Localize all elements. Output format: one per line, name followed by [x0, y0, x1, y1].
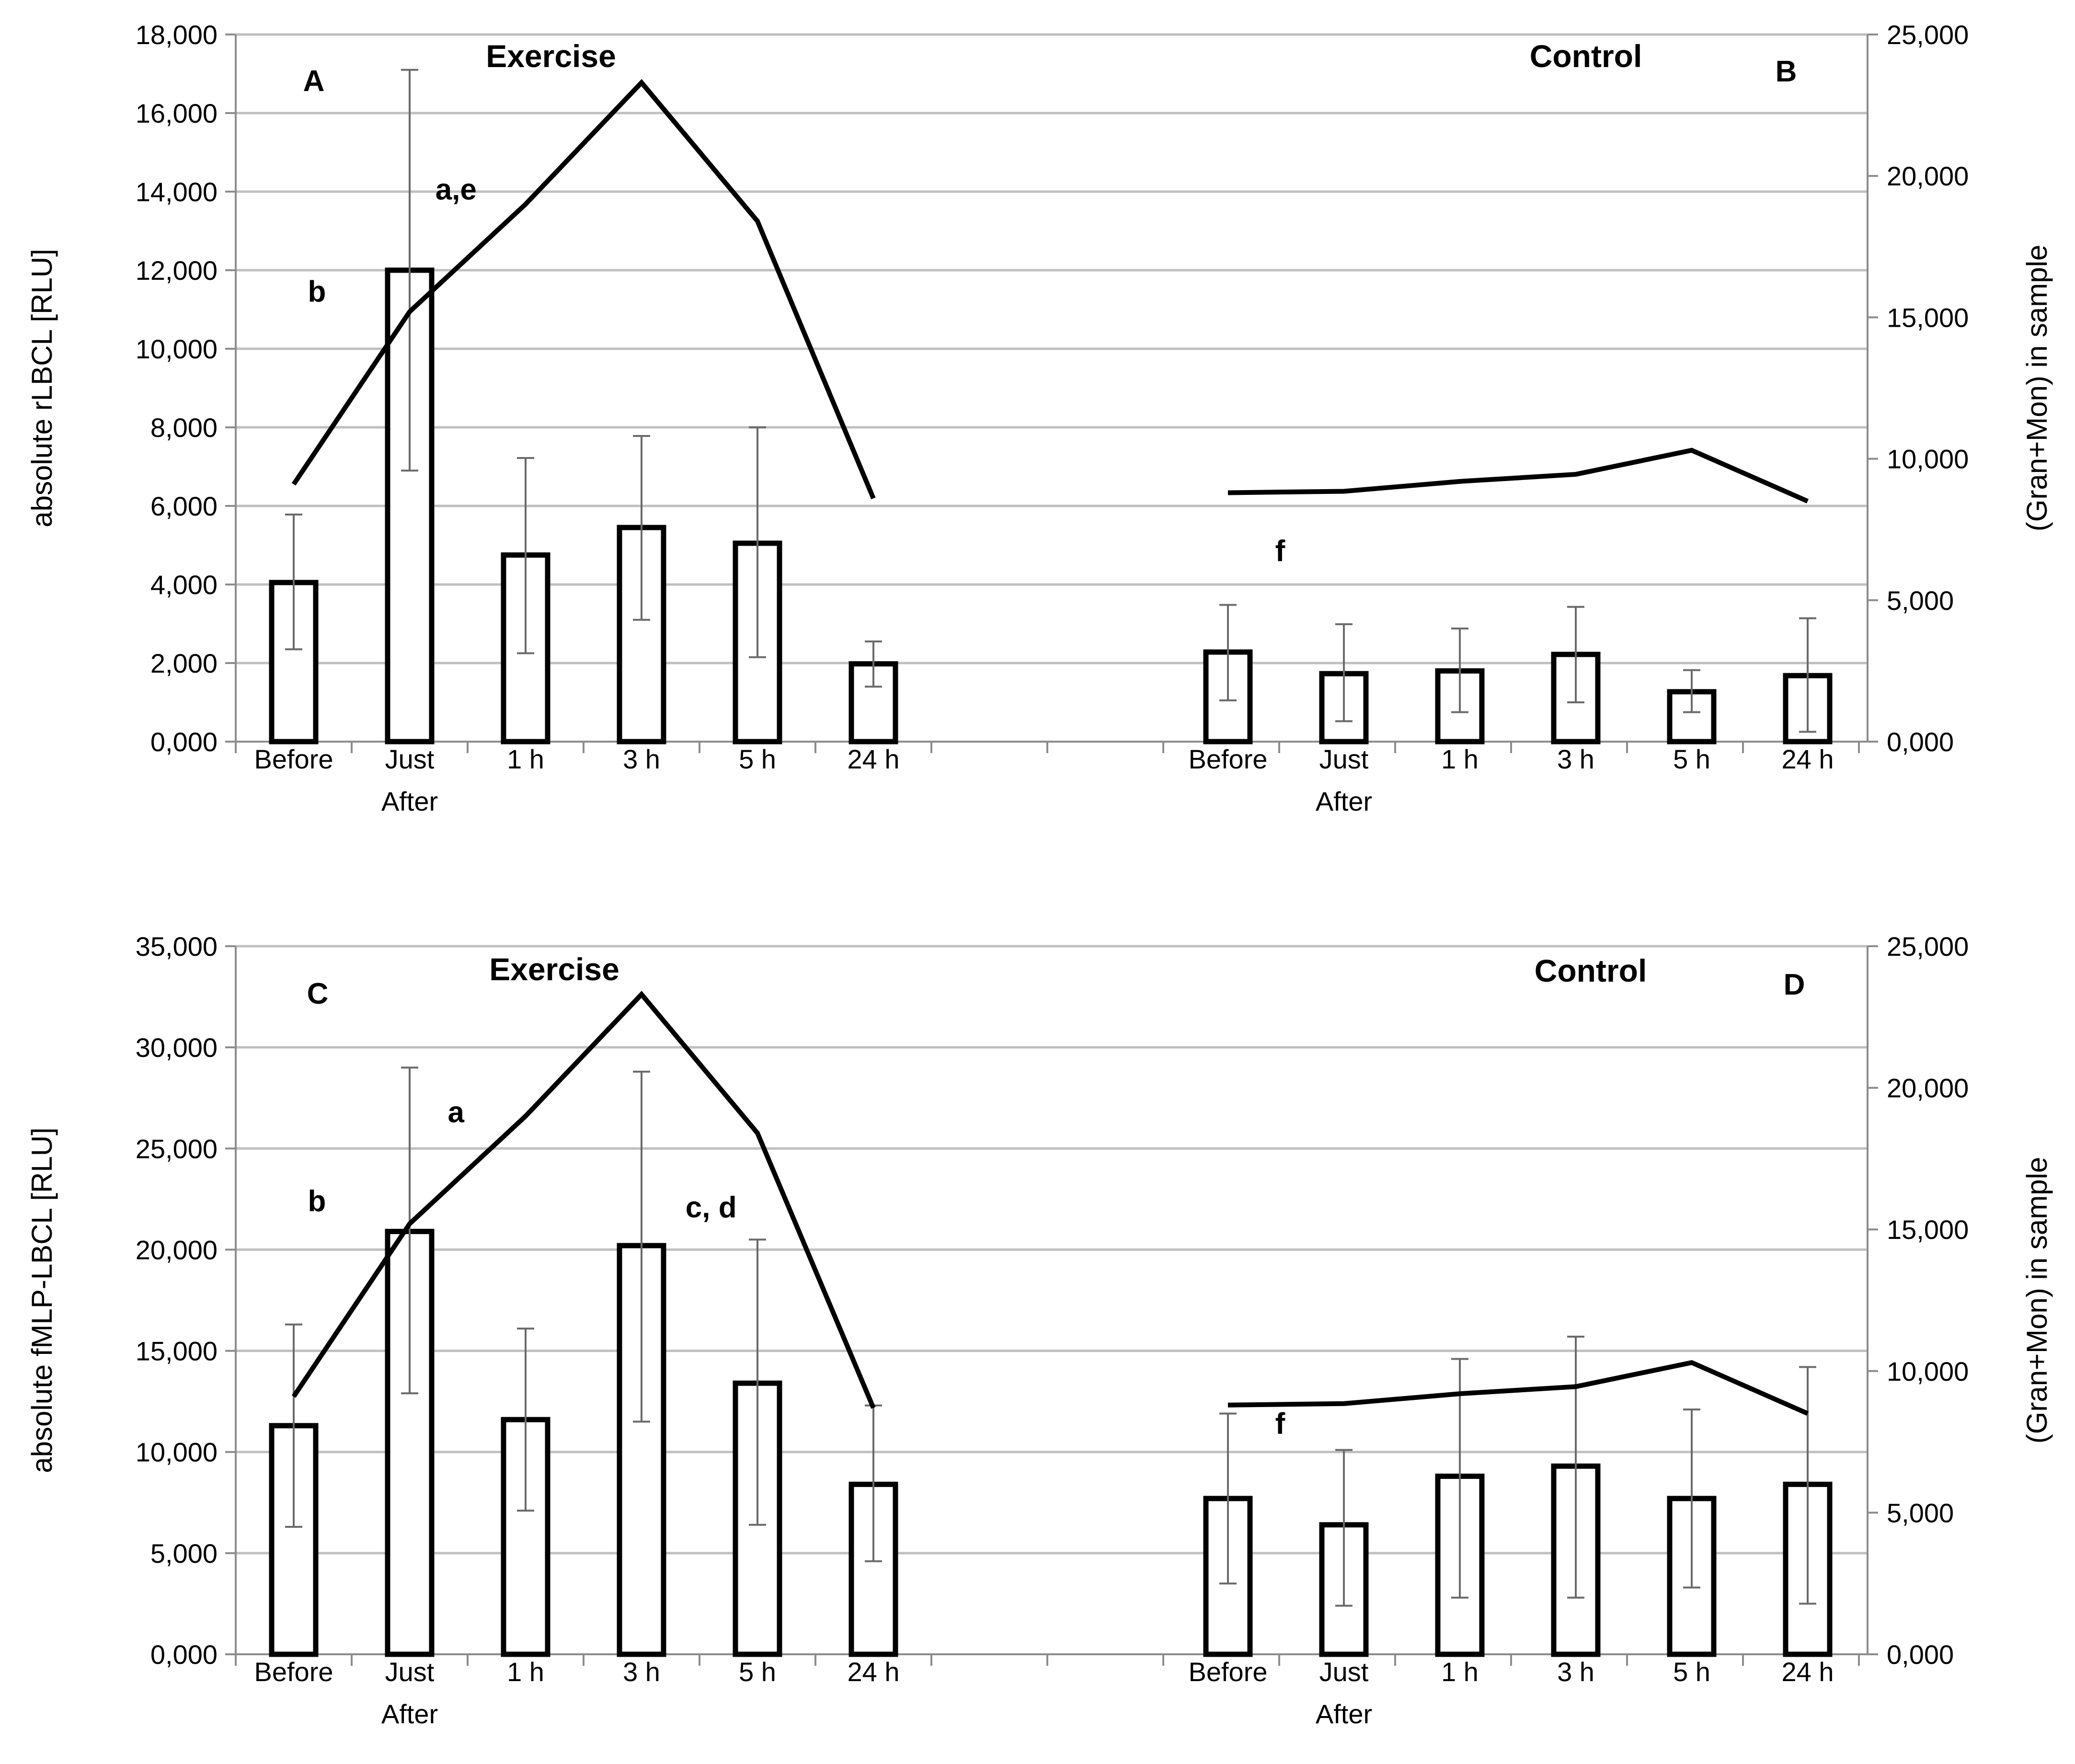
- x-tick-label: 1 h: [1441, 1657, 1479, 1687]
- y2-tick-label: 15,000: [1887, 1214, 1969, 1245]
- y-tick-label: 2,000: [150, 648, 218, 678]
- x-tick-label: 1 h: [1441, 744, 1479, 774]
- x-tick-label: Before: [1189, 744, 1268, 774]
- y2-tick-label: 25,000: [1887, 20, 1969, 50]
- top-panel: 0,000 2,000 4,000 6,000 8,000 10,000 12,000 14,…: [26, 20, 2053, 816]
- y-tick-label: 18,000: [136, 20, 218, 50]
- x-tick-label: 3 h: [623, 1657, 660, 1687]
- bar-series: [1203, 604, 1833, 745]
- y2-tick-label: 0,000: [1887, 1639, 1954, 1670]
- annotation: c, d: [686, 1191, 737, 1224]
- group-title: Control: [1530, 38, 1642, 74]
- bar-series: [1203, 1336, 1833, 1657]
- group-title: Exercise: [489, 951, 619, 987]
- x-tick-label: Before: [254, 744, 333, 774]
- y-tick-label: 10,000: [136, 1437, 218, 1467]
- x-tick-label: Before: [1189, 1657, 1268, 1687]
- panel-letter: B: [1776, 55, 1797, 88]
- group-title: Control: [1535, 953, 1647, 988]
- y-axis-title: absolute rLBCL [RLU]: [26, 249, 58, 527]
- y-axis-title: absolute fMLP-LBCL [RLU]: [26, 1127, 58, 1473]
- annotation: b: [308, 1185, 326, 1218]
- x-tick-label: After: [1316, 1699, 1372, 1729]
- y2-tick-label: 0,000: [1887, 727, 1954, 757]
- bar: [385, 1228, 435, 1657]
- x-tick-label: Before: [254, 1657, 333, 1687]
- x-tick-label: 5 h: [1673, 1657, 1710, 1687]
- y-tick-label: 12,000: [136, 255, 218, 286]
- bar-series: [269, 1066, 898, 1657]
- y-tick-label: 15,000: [136, 1336, 218, 1366]
- x-tick-label: 24 h: [848, 744, 900, 774]
- x-tick-label: 5 h: [739, 1657, 776, 1687]
- y-tick-label: 4,000: [150, 570, 218, 600]
- y2-tick-label: 15,000: [1887, 302, 1969, 332]
- x-tick-label: 3 h: [1557, 1657, 1594, 1687]
- y-tick-label: 20,000: [136, 1235, 218, 1265]
- y-tick-label: 25,000: [136, 1134, 218, 1164]
- x-tick-label: After: [381, 786, 438, 816]
- gran-mon-line: [291, 990, 876, 1409]
- x-tick-label: After: [1316, 786, 1372, 816]
- annotation: a,e: [436, 173, 477, 206]
- y-tick-label: 5,000: [150, 1538, 218, 1569]
- x-tick-label: 1 h: [507, 1657, 544, 1687]
- y2-axis-title: (Gran+Mon) in sample: [2021, 1157, 2053, 1444]
- y2-tick-label: 5,000: [1887, 1498, 1954, 1528]
- y2-axis-title: (Gran+Mon) in sample: [2021, 245, 2053, 532]
- panel-letter: A: [303, 65, 325, 98]
- x-tick-label: Just: [385, 744, 435, 774]
- y-tick-label: 6,000: [150, 491, 218, 521]
- gran-mon-line: [1227, 447, 1809, 504]
- y2-tick-label: 10,000: [1887, 444, 1969, 474]
- gran-mon-line: [1227, 1360, 1809, 1416]
- x-tick-label: Just: [1319, 744, 1369, 774]
- group-title: Exercise: [486, 38, 616, 74]
- y-tick-label: 0,000: [150, 727, 218, 757]
- bar-series: [269, 69, 898, 745]
- x-tick-label: 5 h: [1673, 744, 1710, 774]
- y-tick-label: 35,000: [136, 931, 218, 962]
- y2-tick-label: 20,000: [1887, 1073, 1969, 1103]
- y-tick-label: 10,000: [136, 334, 218, 364]
- x-tick-label: 24 h: [1782, 1657, 1834, 1687]
- panel-letter: D: [1784, 968, 1805, 1001]
- y-tick-label: 14,000: [136, 177, 218, 207]
- x-tick-label: After: [381, 1699, 438, 1729]
- x-tick-label: 5 h: [739, 744, 776, 774]
- annotation: b: [308, 275, 326, 309]
- y2-tick-label: 5,000: [1887, 585, 1954, 616]
- gran-mon-line: [291, 79, 876, 500]
- x-tick-label: 1 h: [507, 744, 544, 774]
- x-tick-label: 3 h: [623, 744, 660, 774]
- y-tick-label: 16,000: [136, 98, 218, 128]
- x-tick-label: 24 h: [848, 1657, 900, 1687]
- y-tick-label: 0,000: [150, 1639, 218, 1670]
- y2-tick-label: 10,000: [1887, 1356, 1969, 1386]
- x-tick-label: Just: [385, 1657, 435, 1687]
- y2-tick-label: 20,000: [1887, 161, 1969, 191]
- y2-tick-label: 25,000: [1887, 931, 1969, 962]
- annotation: a: [448, 1096, 465, 1129]
- x-tick-label: 24 h: [1782, 744, 1834, 774]
- annotation: f: [1275, 1408, 1285, 1441]
- y-tick-label: 30,000: [136, 1032, 218, 1063]
- annotation: f: [1275, 535, 1285, 568]
- y-tick-label: 8,000: [150, 412, 218, 443]
- bottom-panel: 0,000 5,000 10,000 15,000 20,000 25,000 30,000…: [26, 931, 2053, 1729]
- x-tick-label: 3 h: [1557, 744, 1594, 774]
- x-tick-label: Just: [1319, 1657, 1369, 1687]
- panel-letter: C: [307, 977, 329, 1010]
